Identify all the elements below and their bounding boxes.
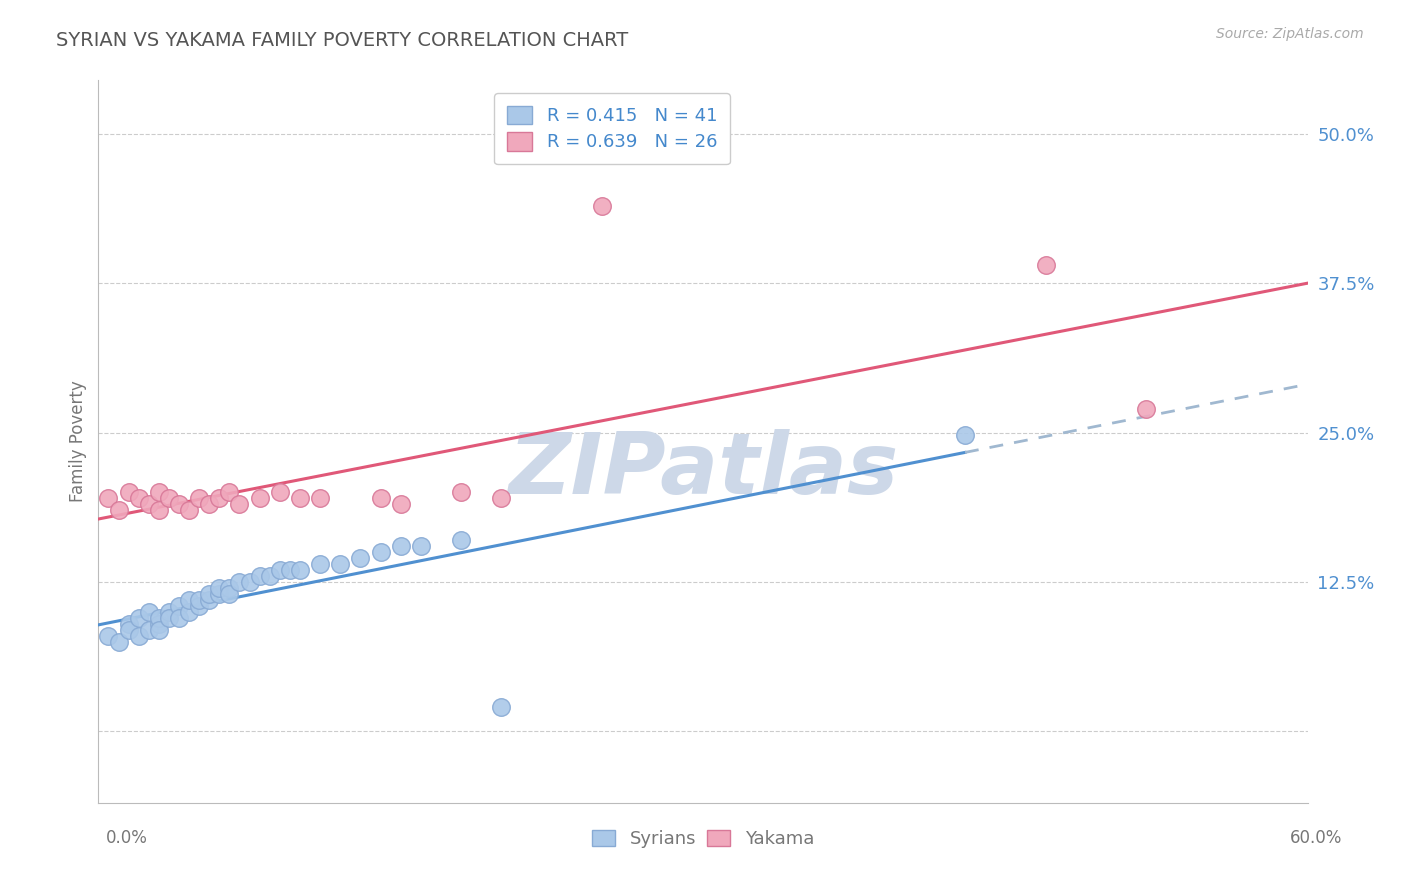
Text: 60.0%: 60.0% [1291, 829, 1343, 847]
Point [249, 491, 271, 506]
Point [97, 629, 120, 643]
Point [491, 700, 513, 714]
Point [953, 428, 976, 442]
Point [148, 616, 170, 631]
Point [118, 623, 141, 637]
Point [167, 599, 190, 613]
Point [97, 491, 120, 506]
Point [591, 199, 613, 213]
Point [157, 605, 180, 619]
Point [228, 574, 250, 589]
Point [107, 503, 129, 517]
Point [228, 497, 250, 511]
Text: Source: ZipAtlas.com: Source: ZipAtlas.com [1216, 27, 1364, 41]
Point [118, 616, 141, 631]
Legend: Syrians, Yakama: Syrians, Yakama [585, 822, 821, 855]
Point [198, 592, 221, 607]
Point [409, 539, 432, 553]
Point [167, 610, 190, 624]
Point [1035, 259, 1057, 273]
Point [1135, 401, 1157, 416]
Point [249, 569, 271, 583]
Point [288, 491, 311, 506]
Point [309, 557, 332, 571]
Text: SYRIAN VS YAKAMA FAMILY POVERTY CORRELATION CHART: SYRIAN VS YAKAMA FAMILY POVERTY CORRELAT… [56, 31, 628, 50]
Point [107, 634, 129, 648]
Point [450, 533, 472, 547]
Point [167, 497, 190, 511]
Point [128, 491, 150, 506]
Point [138, 623, 160, 637]
Point [198, 497, 221, 511]
Point [450, 485, 472, 500]
Point [389, 539, 412, 553]
Point [179, 605, 201, 619]
Point [218, 485, 240, 500]
Point [198, 587, 221, 601]
Point [188, 491, 211, 506]
Point [269, 485, 291, 500]
Point [218, 587, 240, 601]
Point [491, 491, 513, 506]
Point [370, 545, 392, 559]
Point [288, 563, 311, 577]
Point [349, 551, 371, 566]
Point [239, 574, 262, 589]
Point [148, 503, 170, 517]
Point [148, 610, 170, 624]
Point [138, 605, 160, 619]
Point [309, 491, 332, 506]
Point [148, 485, 170, 500]
Point [278, 563, 301, 577]
Point [259, 569, 281, 583]
Point [208, 581, 231, 595]
Point [128, 610, 150, 624]
Point [157, 491, 180, 506]
Point [208, 491, 231, 506]
Y-axis label: Family Poverty: Family Poverty [69, 381, 87, 502]
Text: 0.0%: 0.0% [105, 829, 148, 847]
Point [157, 610, 180, 624]
Point [118, 485, 141, 500]
Text: ZIPatlas: ZIPatlas [508, 429, 898, 512]
Point [208, 587, 231, 601]
Point [179, 503, 201, 517]
Point [218, 581, 240, 595]
Point [329, 557, 352, 571]
Point [188, 592, 211, 607]
Point [389, 497, 412, 511]
Point [138, 497, 160, 511]
Point [179, 592, 201, 607]
Point [269, 563, 291, 577]
Point [188, 599, 211, 613]
Point [128, 629, 150, 643]
Point [370, 491, 392, 506]
Point [148, 623, 170, 637]
